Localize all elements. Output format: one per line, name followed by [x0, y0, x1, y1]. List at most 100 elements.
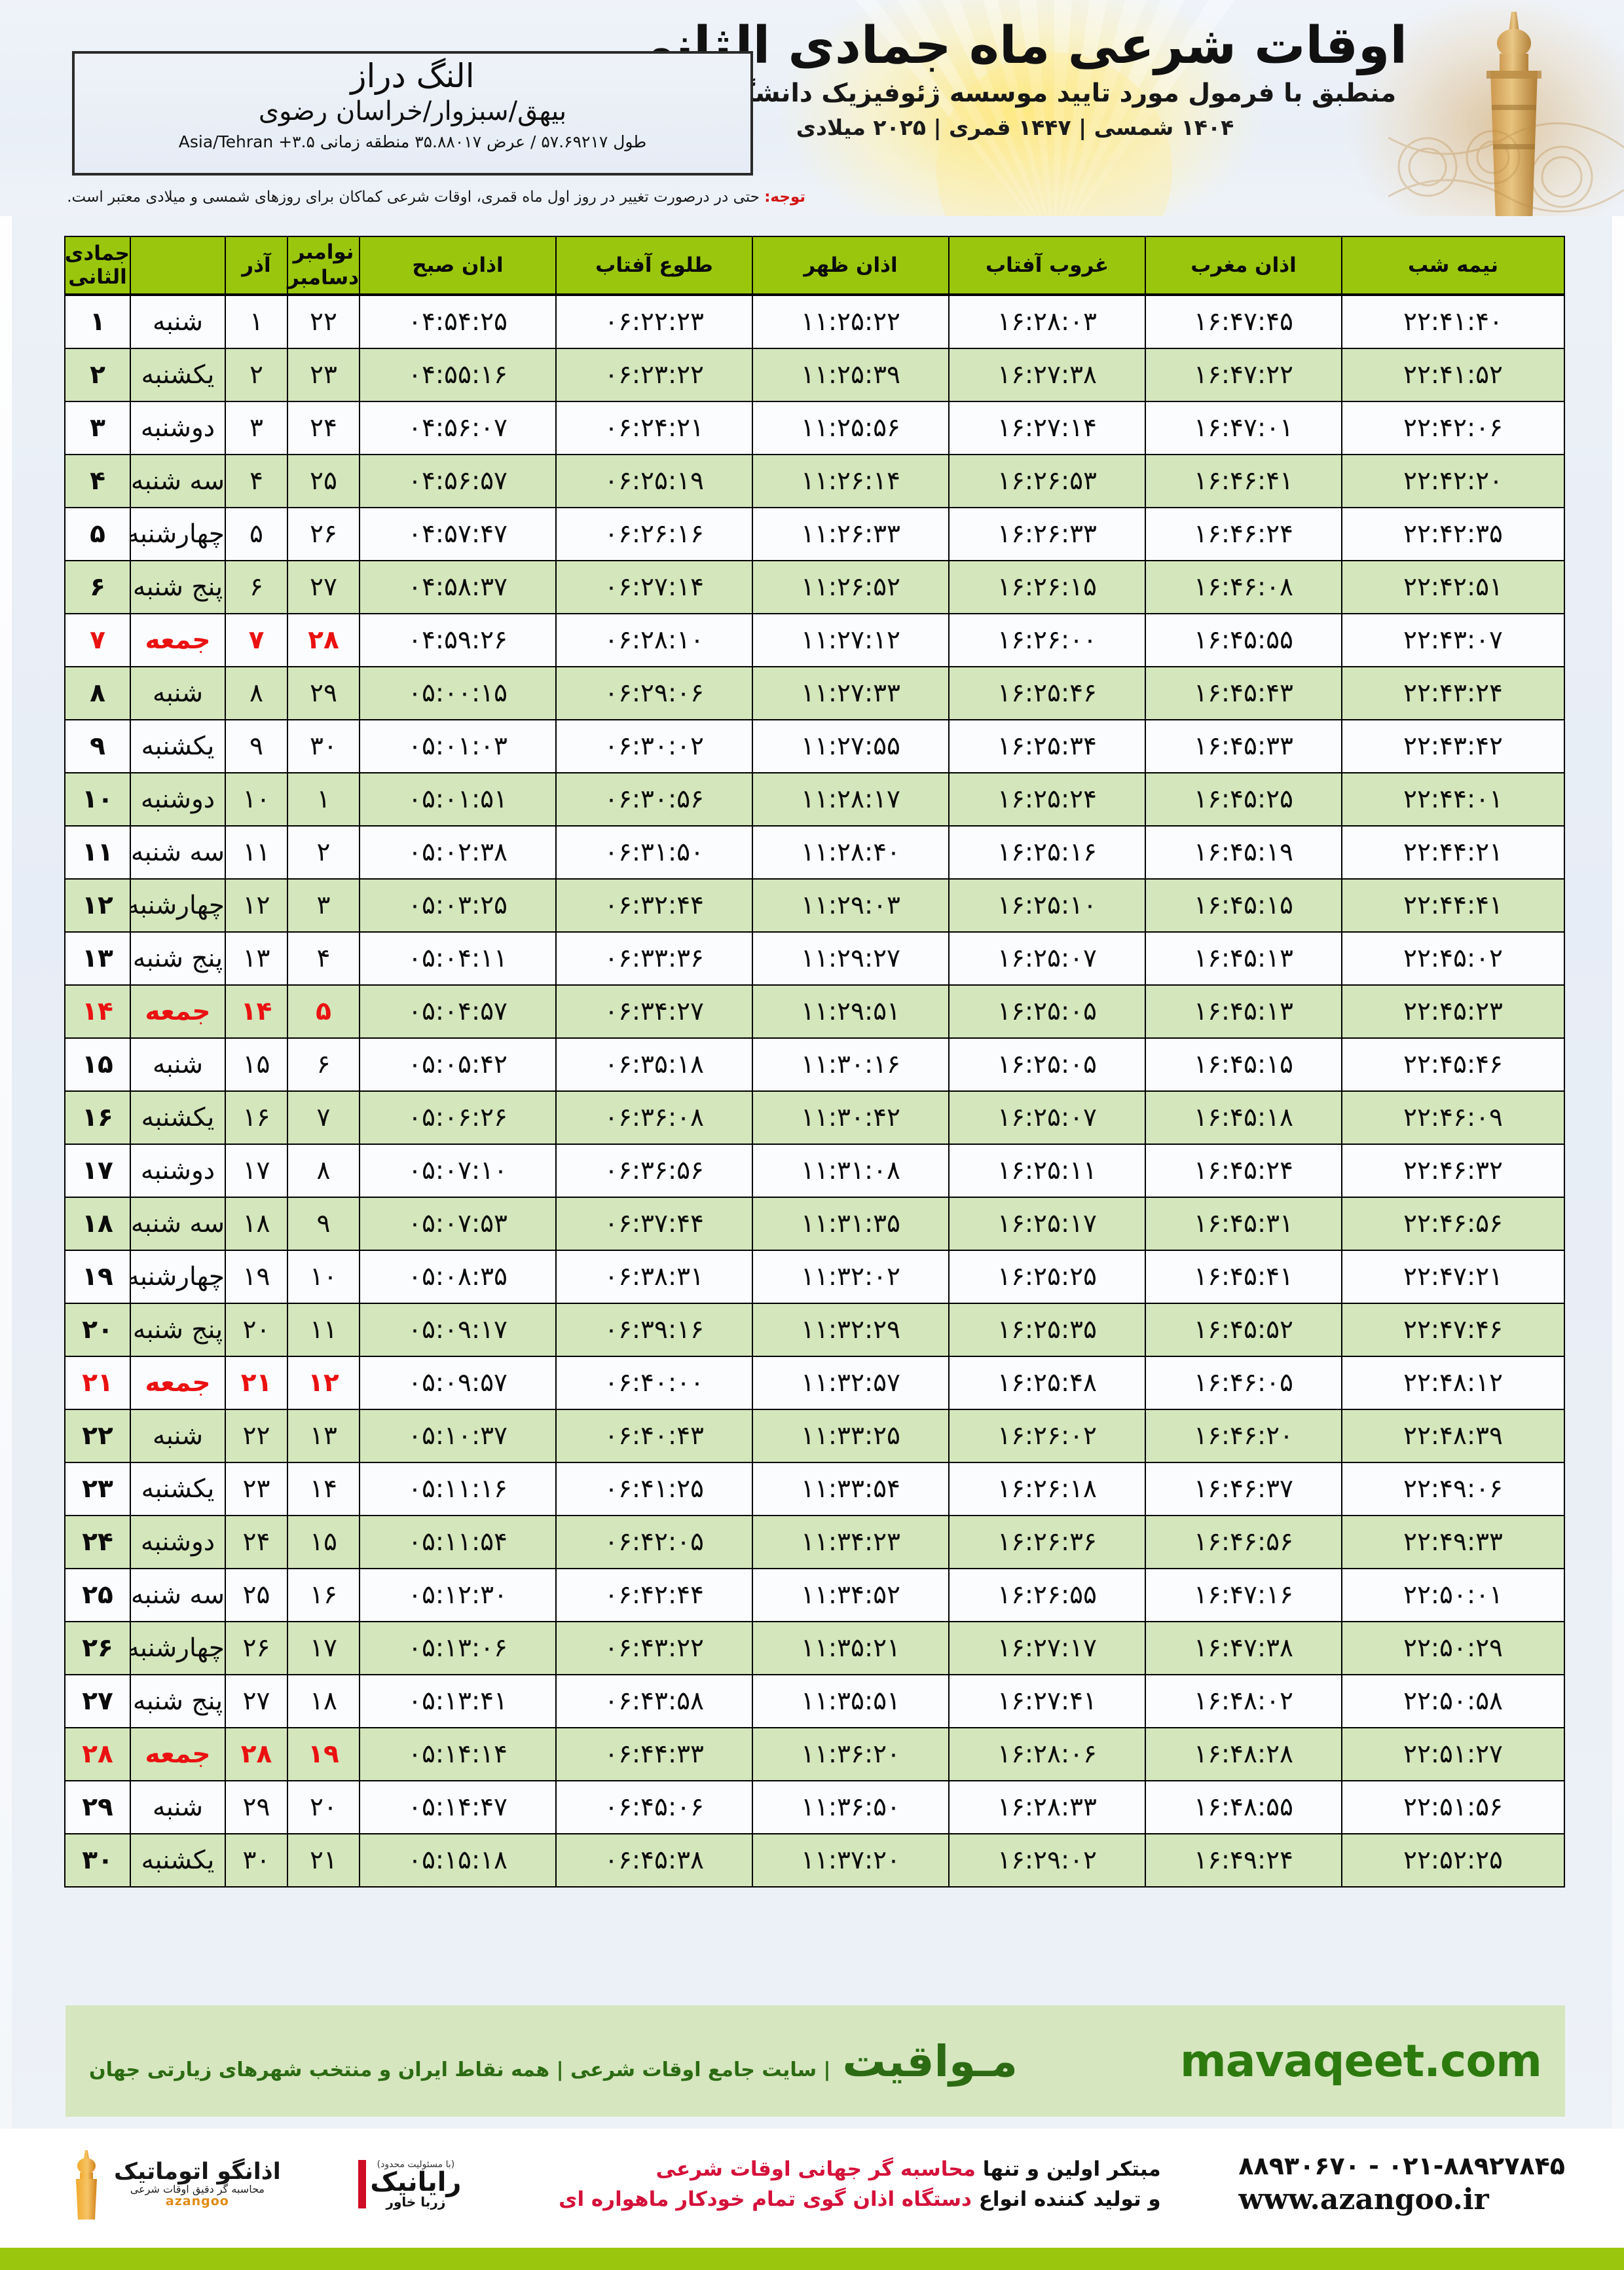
cell-hijri-day: ۴: [64, 454, 131, 508]
cell-sunset: ۱۶:۲۵:۱۰: [948, 878, 1146, 933]
cell-gregorian-day: ۱۹: [287, 1727, 360, 1781]
cell-dhuhr: ۱۱:۳۵:۵۱: [752, 1674, 950, 1728]
cell-sunset: ۱۶:۲۸:۰۳: [948, 294, 1146, 349]
cell-solar-day: ۱۹: [225, 1250, 288, 1304]
table-row: ۲۲:۴۱:۴۰ ۱۶:۴۷:۴۵ ۱۶:۲۸:۰۳ ۱۱:۲۵:۲۲ ۰۶:۲۲:۲۳…: [64, 294, 1565, 349]
cell-gregorian-day: ۲۵: [287, 454, 360, 508]
cell-weekday: چهارشنبه: [126, 1250, 226, 1304]
cell-midnight: ۲۲:۴۴:۰۱: [1341, 772, 1565, 827]
table-row: ۲۲:۴۶:۵۶ ۱۶:۴۵:۳۱ ۱۶:۲۵:۱۷ ۱۱:۳۱:۳۵ ۰۶:۳۷:۴۴…: [64, 1197, 1565, 1251]
cell-sunrise: ۰۶:۳۶:۰۸: [555, 1090, 753, 1145]
location-coordinates: طول ۵۷.۶۹۲۱۷ / عرض ۳۵.۸۸۰۱۷ منطقه زمانی …: [178, 132, 647, 151]
bottom-strip: اذانگو اتوماتیک محاسبه گر دقیق اوقات شرع…: [0, 2129, 1624, 2270]
cell-maghrib: ۱۶:۴۶:۳۷: [1145, 1462, 1342, 1516]
cell-solar-day: ۲۶: [225, 1621, 288, 1675]
cell-sunrise: ۰۶:۴۲:۴۴: [555, 1568, 753, 1622]
cell-hijri-day: ۲۲: [64, 1409, 131, 1463]
cell-gregorian-day: ۱۴: [287, 1462, 360, 1516]
cell-sunrise: ۰۶:۲۳:۲۲: [555, 348, 753, 402]
cell-hijri-day: ۲۸: [64, 1727, 131, 1781]
cell-hijri-day: ۱۱: [64, 825, 131, 880]
cell-weekday: پنج شنبه: [130, 931, 226, 986]
cell-sunrise: ۰۶:۴۰:۴۳: [555, 1409, 753, 1463]
cell-fajr: ۰۵:۱۵:۱۸: [359, 1833, 557, 1888]
brand-website-link[interactable]: mavaqeet.com: [1179, 2035, 1542, 2087]
cell-hijri-day: ۱۴: [64, 984, 131, 1039]
cell-fajr: ۰۵:۱۴:۴۷: [359, 1780, 557, 1834]
cell-hijri-day: ۹: [64, 719, 131, 773]
cell-dhuhr: ۱۱:۳۳:۲۵: [752, 1409, 950, 1463]
table-row: ۲۲:۴۵:۴۶ ۱۶:۴۵:۱۵ ۱۶:۲۵:۰۵ ۱۱:۳۰:۱۶ ۰۶:۳۵:۱۸…: [64, 1037, 1565, 1092]
cell-sunset: ۱۶:۲۵:۳۵: [948, 1303, 1146, 1357]
cell-maghrib: ۱۶:۴۷:۱۶: [1145, 1568, 1342, 1622]
cell-sunrise: ۰۶:۴۰:۰۰: [555, 1356, 753, 1410]
cell-sunrise: ۰۶:۳۳:۳۶: [555, 931, 753, 986]
cell-weekday: دوشنبه: [130, 1515, 226, 1569]
cell-fajr: ۰۴:۵۶:۰۷: [359, 401, 557, 455]
cell-maghrib: ۱۶:۴۵:۱۳: [1145, 931, 1342, 986]
table-row: ۲۲:۵۰:۵۸ ۱۶:۴۸:۰۲ ۱۶:۲۷:۴۱ ۱۱:۳۵:۵۱ ۰۶:۴۳:۵۸…: [64, 1674, 1565, 1728]
cell-gregorian-day: ۱۰: [287, 1250, 360, 1304]
cell-sunset: ۱۶:۲۶:۵۵: [948, 1568, 1146, 1622]
cell-gregorian-day: ۱۶: [287, 1568, 360, 1622]
cell-weekday: دوشنبه: [130, 401, 226, 455]
cell-midnight: ۲۲:۴۵:۴۶: [1341, 1037, 1565, 1092]
page-edge-right: [1612, 0, 1624, 2270]
cell-weekday: پنج شنبه: [130, 1674, 226, 1728]
cell-solar-day: ۲۴: [225, 1515, 288, 1569]
cell-solar-day: ۱۶: [225, 1090, 288, 1145]
cell-midnight: ۲۲:۵۲:۲۵: [1341, 1833, 1565, 1888]
cell-sunrise: ۰۶:۲۶:۱۶: [555, 507, 753, 561]
cell-midnight: ۲۲:۴۶:۰۹: [1341, 1090, 1565, 1145]
cell-dhuhr: ۱۱:۳۴:۵۲: [752, 1568, 950, 1622]
column-header-solar: آذر: [225, 236, 288, 296]
cell-hijri-day: ۵: [64, 507, 131, 561]
table-row: ۲۲:۴۳:۴۲ ۱۶:۴۵:۳۳ ۱۶:۲۵:۳۴ ۱۱:۲۷:۵۵ ۰۶:۳۰:۰۲…: [64, 719, 1565, 773]
cell-sunset: ۱۶:۲۵:۰۵: [948, 1037, 1146, 1092]
cell-dhuhr: ۱۱:۳۵:۲۱: [752, 1621, 950, 1675]
cell-midnight: ۲۲:۴۹:۳۳: [1341, 1515, 1565, 1569]
cell-gregorian-day: ۲: [287, 825, 360, 880]
cell-maghrib: ۱۶:۴۵:۲۵: [1145, 772, 1342, 827]
page-subtitle: منطبق با فرمول مورد تایید موسسه ژئوفیزیک…: [633, 79, 1397, 109]
cell-midnight: ۲۲:۵۰:۰۱: [1341, 1568, 1565, 1622]
cell-sunrise: ۰۶:۴۳:۵۸: [555, 1674, 753, 1728]
cell-midnight: ۲۲:۵۰:۲۹: [1341, 1621, 1565, 1675]
cell-fajr: ۰۵:۰۸:۳۵: [359, 1250, 557, 1304]
cell-sunrise: ۰۶:۳۵:۱۸: [555, 1037, 753, 1092]
table-row: ۲۲:۴۷:۲۱ ۱۶:۴۵:۴۱ ۱۶:۲۵:۲۵ ۱۱:۳۲:۰۲ ۰۶:۳۸:۳۱…: [64, 1250, 1565, 1304]
cell-weekday: سه شنبه: [130, 1197, 226, 1251]
cell-midnight: ۲۲:۴۲:۲۰: [1341, 454, 1565, 508]
cell-weekday: شنبه: [130, 1409, 226, 1463]
cell-solar-day: ۱۳: [225, 931, 288, 986]
cell-solar-day: ۲۸: [225, 1727, 288, 1781]
cell-hijri-day: ۱۵: [64, 1037, 131, 1092]
cell-solar-day: ۳: [225, 401, 288, 455]
cell-solar-day: ۲۵: [225, 1568, 288, 1622]
cell-weekday: جمعه: [130, 984, 226, 1039]
azangoo-website-link[interactable]: www.azangoo.ir: [1238, 2183, 1489, 2217]
cell-dhuhr: ۱۱:۲۸:۱۷: [752, 772, 950, 827]
cell-fajr: ۰۵:۰۶:۲۶: [359, 1090, 557, 1145]
cell-hijri-day: ۲: [64, 348, 131, 402]
cell-midnight: ۲۲:۵۱:۲۷: [1341, 1727, 1565, 1781]
cell-gregorian-day: ۱۸: [287, 1674, 360, 1728]
cell-sunset: ۱۶:۲۶:۳۳: [948, 507, 1146, 561]
cell-sunset: ۱۶:۲۹:۰۲: [948, 1833, 1146, 1888]
cell-dhuhr: ۱۱:۲۶:۳۳: [752, 507, 950, 561]
cell-weekday: شنبه: [130, 1037, 226, 1092]
cell-maghrib: ۱۶:۴۷:۲۲: [1145, 348, 1342, 402]
cell-maghrib: ۱۶:۴۶:۰۵: [1145, 1356, 1342, 1410]
cell-gregorian-day: ۲۱: [287, 1833, 360, 1888]
cell-maghrib: ۱۶:۴۵:۲۴: [1145, 1144, 1342, 1198]
cell-midnight: ۲۲:۴۵:۰۲: [1341, 931, 1565, 986]
cell-hijri-day: ۲۳: [64, 1462, 131, 1516]
cell-maghrib: ۱۶:۴۵:۱۵: [1145, 878, 1342, 933]
cell-maghrib: ۱۶:۴۵:۱۹: [1145, 825, 1342, 880]
cell-hijri-day: ۶: [64, 560, 131, 614]
gregorian-month-bottom: دسامبر: [287, 266, 359, 289]
cell-fajr: ۰۵:۰۰:۱۵: [359, 666, 557, 720]
cell-sunset: ۱۶:۲۵:۰۷: [948, 1090, 1146, 1145]
cell-midnight: ۲۲:۴۲:۳۵: [1341, 507, 1565, 561]
